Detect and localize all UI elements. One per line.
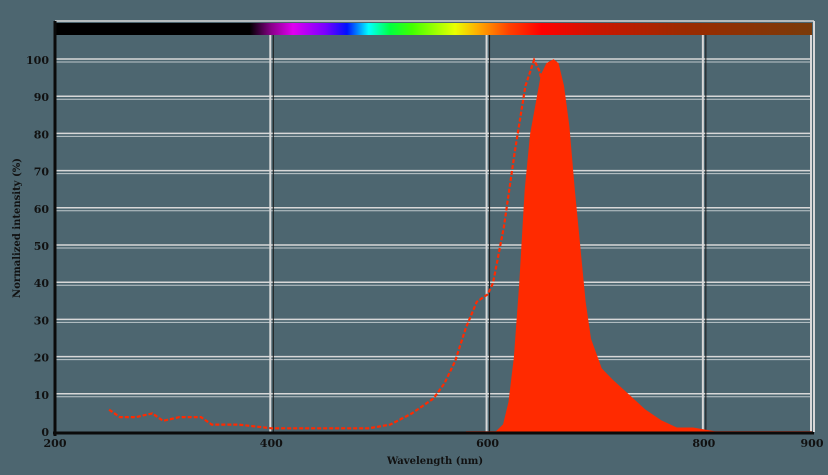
- y-tick-label: 40: [34, 277, 50, 290]
- y-tick-label: 100: [26, 54, 49, 67]
- y-tick-label: 80: [34, 128, 50, 141]
- y-tick-label: 0: [41, 426, 49, 439]
- x-tick-label: 800: [692, 437, 715, 450]
- y-tick-label: 60: [34, 203, 50, 216]
- spectrum-color-bar: [55, 23, 812, 35]
- y-axis-title: Normalized intensity (%): [12, 158, 23, 298]
- x-tick-label: 200: [44, 437, 67, 450]
- tick-labels: 0 10 20 30 40 50 60 70 80 90 100 200 400 600 800 900: [26, 54, 824, 450]
- data-series: [108, 57, 812, 433]
- y-tick-label: 10: [34, 389, 50, 402]
- x-tick-label: 400: [260, 437, 283, 450]
- excitation-line: [108, 57, 586, 430]
- y-tick-label: 90: [34, 91, 50, 104]
- gridlines: [55, 20, 815, 432]
- emission-area: [465, 59, 812, 433]
- x-tick-label: 600: [476, 437, 499, 450]
- axes: [53, 21, 815, 436]
- y-tick-label: 50: [34, 240, 50, 253]
- y-tick-label: 20: [34, 352, 50, 365]
- x-axis-title: Wavelength (nm): [386, 456, 483, 467]
- x-tick-label: 900: [801, 437, 824, 450]
- y-tick-label: 70: [34, 166, 50, 179]
- y-tick-label: 30: [34, 314, 50, 327]
